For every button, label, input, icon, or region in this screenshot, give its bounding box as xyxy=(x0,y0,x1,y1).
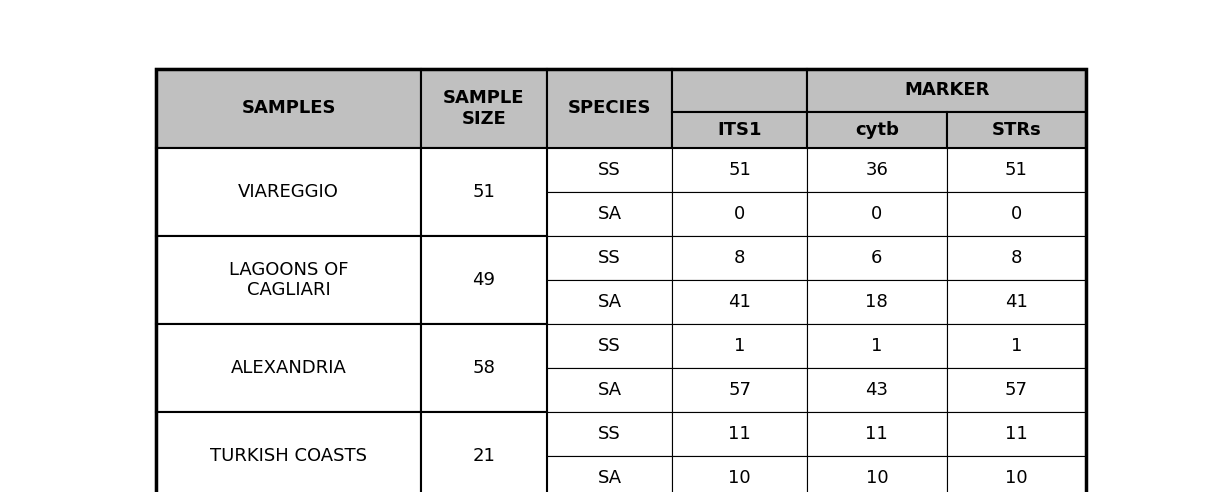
Bar xyxy=(947,148,1086,192)
Bar xyxy=(807,68,1086,112)
Text: 11: 11 xyxy=(1005,425,1028,443)
Text: 51: 51 xyxy=(1005,161,1028,179)
Bar xyxy=(547,280,673,324)
Bar xyxy=(547,236,673,280)
Bar xyxy=(947,412,1086,456)
Text: 57: 57 xyxy=(728,381,751,399)
Text: SS: SS xyxy=(599,249,621,267)
Bar xyxy=(947,456,1086,492)
Bar xyxy=(156,68,422,148)
Text: SA: SA xyxy=(598,293,622,311)
Text: 10: 10 xyxy=(1005,469,1028,487)
Bar xyxy=(422,236,547,324)
Bar xyxy=(947,112,1086,148)
Text: 1: 1 xyxy=(1011,337,1022,355)
Text: SA: SA xyxy=(598,205,622,223)
Bar xyxy=(422,68,547,148)
Text: SS: SS xyxy=(599,425,621,443)
Text: MARKER: MARKER xyxy=(904,81,989,99)
Text: 43: 43 xyxy=(865,381,888,399)
Bar xyxy=(547,148,673,192)
Text: 6: 6 xyxy=(871,249,882,267)
Bar xyxy=(673,236,807,280)
Text: SS: SS xyxy=(599,337,621,355)
Text: SAMPLE
SIZE: SAMPLE SIZE xyxy=(444,89,525,128)
Bar xyxy=(673,456,807,492)
Bar xyxy=(422,148,547,236)
Text: STRs: STRs xyxy=(991,121,1041,139)
Text: SA: SA xyxy=(598,469,622,487)
Bar xyxy=(422,324,547,412)
Bar xyxy=(807,324,947,368)
Bar xyxy=(807,456,947,492)
Bar xyxy=(947,368,1086,412)
Bar xyxy=(547,192,673,236)
Text: 51: 51 xyxy=(728,161,751,179)
Bar xyxy=(947,324,1086,368)
Text: SS: SS xyxy=(599,161,621,179)
Text: 57: 57 xyxy=(1005,381,1028,399)
Text: LAGOONS OF
CAGLIARI: LAGOONS OF CAGLIARI xyxy=(229,260,349,299)
Text: 1: 1 xyxy=(871,337,882,355)
Text: SPECIES: SPECIES xyxy=(567,99,651,117)
Bar xyxy=(547,68,673,148)
Bar xyxy=(156,412,422,492)
Text: 0: 0 xyxy=(1011,205,1022,223)
Text: 51: 51 xyxy=(473,183,496,201)
Bar xyxy=(673,192,807,236)
Bar xyxy=(673,324,807,368)
Text: 0: 0 xyxy=(734,205,745,223)
Bar xyxy=(156,324,422,412)
Text: 21: 21 xyxy=(473,447,496,464)
Text: 41: 41 xyxy=(1005,293,1028,311)
Bar xyxy=(673,68,807,112)
Bar xyxy=(547,324,673,368)
Bar xyxy=(547,368,673,412)
Text: 41: 41 xyxy=(728,293,751,311)
Bar xyxy=(673,112,807,148)
Bar xyxy=(673,148,807,192)
Text: ITS1: ITS1 xyxy=(718,121,762,139)
Text: SAMPLES: SAMPLES xyxy=(241,99,336,117)
Bar xyxy=(673,412,807,456)
Bar xyxy=(547,456,673,492)
Bar xyxy=(807,192,947,236)
Bar xyxy=(422,412,547,492)
Bar xyxy=(673,368,807,412)
Text: cytb: cytb xyxy=(854,121,899,139)
Text: 10: 10 xyxy=(728,469,751,487)
Text: TURKISH COASTS: TURKISH COASTS xyxy=(210,447,367,464)
Text: 10: 10 xyxy=(865,469,888,487)
Bar xyxy=(807,280,947,324)
Bar xyxy=(807,368,947,412)
Text: 0: 0 xyxy=(871,205,882,223)
Bar xyxy=(547,412,673,456)
Text: 8: 8 xyxy=(734,249,745,267)
Text: 8: 8 xyxy=(1011,249,1022,267)
Bar xyxy=(807,148,947,192)
Bar xyxy=(807,412,947,456)
Text: 11: 11 xyxy=(728,425,751,443)
Text: 11: 11 xyxy=(865,425,888,443)
Text: 58: 58 xyxy=(473,359,496,377)
Bar xyxy=(947,280,1086,324)
Text: 18: 18 xyxy=(865,293,888,311)
Text: 49: 49 xyxy=(473,271,496,289)
Bar xyxy=(673,280,807,324)
Text: ALEXANDRIA: ALEXANDRIA xyxy=(230,359,347,377)
Bar xyxy=(156,148,422,236)
Text: SA: SA xyxy=(598,381,622,399)
Text: VIAREGGIO: VIAREGGIO xyxy=(239,183,339,201)
Text: 1: 1 xyxy=(734,337,745,355)
Bar xyxy=(947,236,1086,280)
Bar xyxy=(947,192,1086,236)
Bar xyxy=(807,236,947,280)
Bar xyxy=(156,236,422,324)
Bar xyxy=(807,112,947,148)
Text: 36: 36 xyxy=(865,161,888,179)
